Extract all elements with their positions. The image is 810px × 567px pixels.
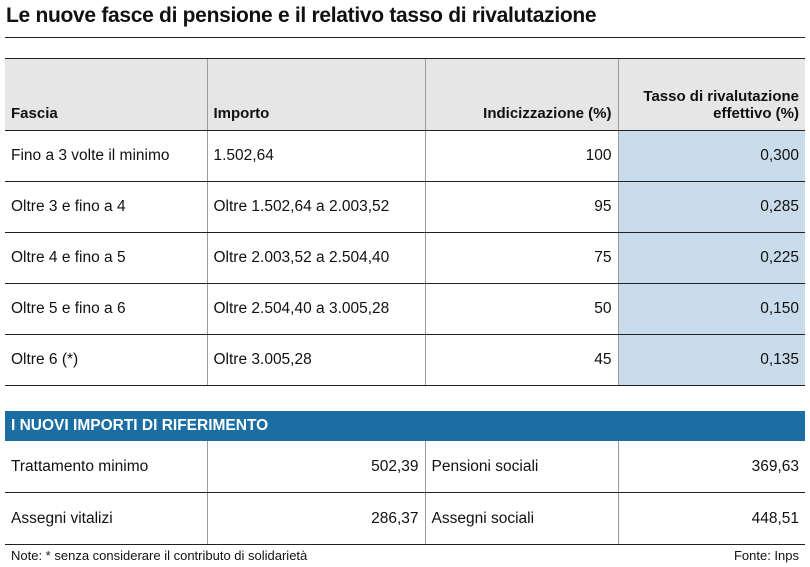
table-cell: 50 [424, 283, 618, 335]
table-cell: Oltre 3.005,28 [206, 334, 425, 386]
table-cell: 45 [424, 334, 618, 386]
note: Note: * senza considerare il contributo … [11, 548, 308, 563]
table-cell: Oltre 3 e fino a 4 [5, 181, 207, 233]
table-cell: Oltre 6 (*) [5, 334, 207, 386]
table-row: Oltre 6 (*) Oltre 3.005,28 45 0,135 [5, 334, 805, 386]
table-cell: 0,135 [617, 334, 805, 386]
reference-cell: Assegni sociali [424, 492, 618, 545]
reference-cell: Pensioni sociali [424, 441, 618, 493]
reference-cell: 448,51 [617, 492, 805, 545]
table-cell: 1.502,64 [206, 130, 425, 182]
reference-row: Trattamento minimo 502,39 Pensioni sociali… [5, 441, 805, 493]
header-cell: Importo [206, 58, 425, 131]
header-cell: Tasso di rivalutazione effettivo (%) [617, 58, 805, 131]
table-row: Oltre 5 e fino a 6 Oltre 2.504,40 a 3.005… [5, 283, 805, 335]
reference-cell: Assegni vitalizi [5, 492, 207, 545]
footer: Note: * senza considerare il contributo … [5, 546, 805, 567]
reference-cell: 369,63 [617, 441, 805, 493]
header-cell: Indicizzazione (%) [424, 58, 618, 131]
reference-cell: 502,39 [206, 441, 425, 493]
header-cell: Fascia [5, 58, 207, 131]
reference-row: Assegni vitalizi 286,37 Assegni sociali 448… [5, 492, 805, 545]
pension-table: Fascia Importo Indicizzazione (%) Tasso … [5, 58, 805, 386]
table-cell: 75 [424, 232, 618, 284]
table-row: Fino a 3 volte il minimo 1.502,64 100 0,300 [5, 130, 805, 182]
table-cell: 0,225 [617, 232, 805, 284]
reference-table: Trattamento minimo 502,39 Pensioni sociali… [5, 441, 805, 545]
table-cell: Oltre 2.504,40 a 3.005,28 [206, 283, 425, 335]
table-cell: Fino a 3 volte il minimo [5, 130, 207, 182]
table-cell: 0,150 [617, 283, 805, 335]
reference-cell: 286,37 [206, 492, 425, 545]
table-row: Oltre 4 e fino a 5 Oltre 2.003,52 a 2.504… [5, 232, 805, 284]
reference-cell: Trattamento minimo [5, 441, 207, 493]
table-cell: Oltre 4 e fino a 5 [5, 232, 207, 284]
table-cell: 100 [424, 130, 618, 182]
table-cell: Oltre 2.003,52 a 2.504,40 [206, 232, 425, 284]
table-cell: 95 [424, 181, 618, 233]
source: Fonte: Inps [733, 548, 799, 563]
header-row: Fascia Importo Indicizzazione (%) Tasso … [5, 58, 805, 131]
section-title: I NUOVI IMPORTI DI RIFERIMENTO [5, 411, 805, 441]
table-cell: Oltre 5 e fino a 6 [5, 283, 207, 335]
table-cell: Oltre 1.502,64 a 2.003,52 [206, 181, 425, 233]
table-row: Oltre 3 e fino a 4 Oltre 1.502,64 a 2.003… [5, 181, 805, 233]
table-cell: 0,285 [617, 181, 805, 233]
title-rule [5, 37, 805, 38]
title: Le nuove fasce di pensione e il relativo… [6, 4, 597, 27]
table-cell: 0,300 [617, 130, 805, 182]
